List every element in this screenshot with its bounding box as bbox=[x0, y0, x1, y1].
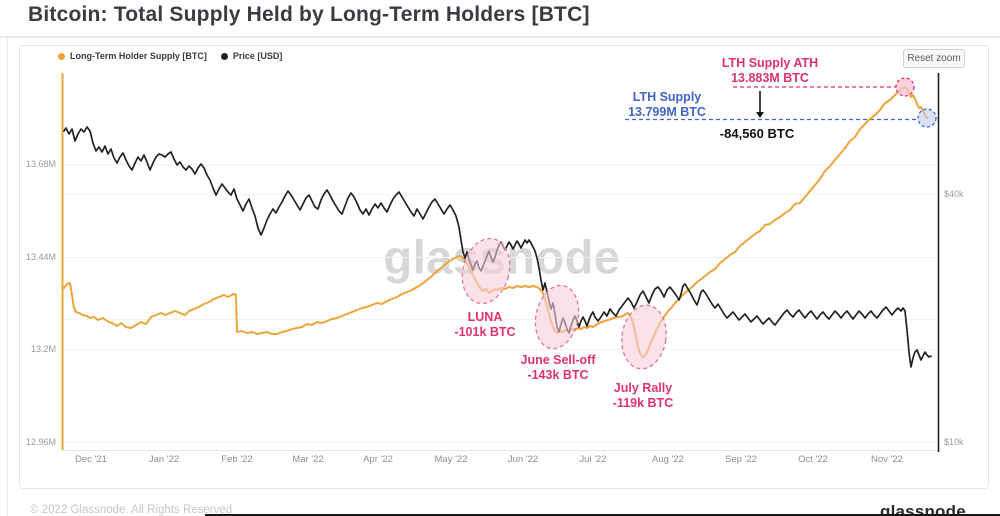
legend-label-price: Price [USD] bbox=[232, 51, 283, 61]
page-title: Bitcoin: Total Supply Held by Long-Term … bbox=[28, 3, 590, 26]
glassnode-logo: glassnode bbox=[880, 502, 966, 516]
chart-legend: Long-Term Holder Supply [BTC] Price [USD… bbox=[58, 51, 282, 61]
legend-item-supply[interactable]: Long-Term Holder Supply [BTC] bbox=[58, 51, 207, 61]
copyright-text: © 2022 Glassnode. All Rights Reserved bbox=[30, 504, 233, 516]
bottom-bar bbox=[205, 514, 1000, 516]
left-divider bbox=[7, 38, 8, 516]
chart-panel bbox=[19, 45, 989, 489]
reset-zoom-button[interactable]: Reset zoom bbox=[903, 49, 965, 68]
legend-item-price[interactable]: Price [USD] bbox=[220, 51, 283, 61]
supply-legend-dot-icon bbox=[58, 52, 65, 60]
price-legend-dot-icon bbox=[220, 52, 228, 60]
header-divider bbox=[0, 36, 1000, 38]
legend-label-supply: Long-Term Holder Supply [BTC] bbox=[70, 51, 207, 61]
